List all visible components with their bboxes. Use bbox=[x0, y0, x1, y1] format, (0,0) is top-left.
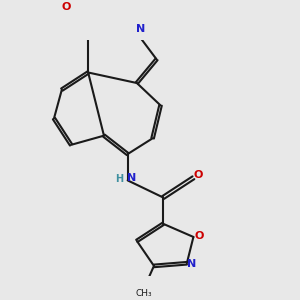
Text: N: N bbox=[187, 260, 196, 269]
Text: N: N bbox=[127, 173, 136, 183]
Text: H: H bbox=[115, 174, 123, 184]
Text: CH₃: CH₃ bbox=[135, 289, 152, 298]
Text: O: O bbox=[195, 231, 204, 241]
Text: O: O bbox=[194, 170, 203, 180]
Text: N: N bbox=[136, 25, 145, 34]
Text: O: O bbox=[61, 2, 71, 12]
